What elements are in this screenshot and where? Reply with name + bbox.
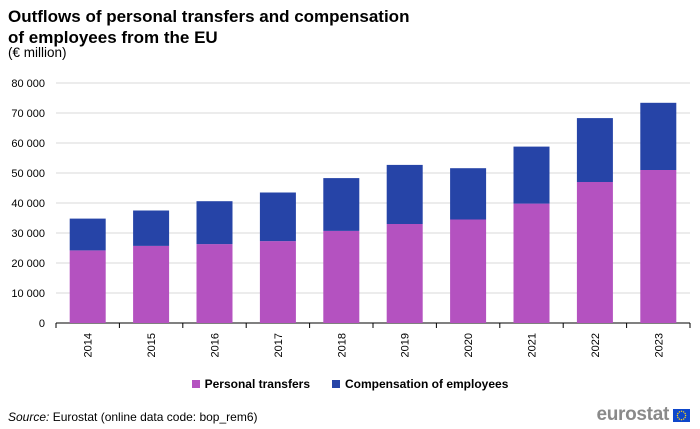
bar-personal-transfers bbox=[386, 224, 423, 323]
bar-compensation-of-employees bbox=[640, 102, 677, 170]
bar-compensation-of-employees bbox=[196, 201, 233, 245]
x-tick-label: 2016 bbox=[210, 333, 222, 357]
legend-item-compensation: Compensation of employees bbox=[332, 377, 508, 391]
y-tick-label: 0 bbox=[39, 318, 45, 330]
y-tick-label: 30 000 bbox=[11, 228, 45, 240]
legend-label-compensation: Compensation of employees bbox=[345, 377, 509, 391]
x-tick-label: 2018 bbox=[336, 333, 348, 357]
bar-compensation-of-employees bbox=[133, 210, 170, 246]
y-tick-label: 70 000 bbox=[11, 108, 45, 120]
y-tick-label: 20 000 bbox=[11, 258, 45, 270]
source-note: Source: Eurostat (online data code: bop_… bbox=[8, 410, 257, 424]
bar-compensation-of-employees bbox=[576, 118, 613, 182]
logo-text: eurostat bbox=[596, 404, 669, 425]
eu-flag-icon bbox=[673, 408, 690, 422]
x-tick-label: 2022 bbox=[590, 333, 602, 357]
bar-compensation-of-employees bbox=[323, 178, 360, 231]
bar-personal-transfers bbox=[513, 203, 550, 323]
bar-compensation-of-employees bbox=[450, 168, 487, 220]
bar-personal-transfers bbox=[640, 170, 677, 323]
legend-swatch-compensation bbox=[332, 380, 340, 388]
bar-personal-transfers bbox=[576, 182, 613, 323]
x-tick-label: 2014 bbox=[83, 333, 95, 357]
x-tick-label: 2017 bbox=[273, 333, 285, 357]
bar-personal-transfers bbox=[133, 245, 170, 323]
source-text: Eurostat (online data code: bop_rem6) bbox=[49, 410, 258, 424]
chart-subtitle: (€ million) bbox=[8, 45, 67, 60]
y-tick-label: 80 000 bbox=[11, 78, 45, 90]
bar-compensation-of-employees bbox=[259, 192, 296, 242]
y-tick-label: 10 000 bbox=[11, 288, 45, 300]
bar-personal-transfers bbox=[450, 219, 487, 323]
y-tick-label: 40 000 bbox=[11, 198, 45, 210]
x-tick-label: 2015 bbox=[146, 333, 158, 357]
y-tick-label: 50 000 bbox=[11, 168, 45, 180]
bar-compensation-of-employees bbox=[513, 146, 550, 204]
legend-item-personal-transfers: Personal transfers bbox=[191, 377, 310, 391]
y-tick-label: 60 000 bbox=[11, 138, 45, 150]
x-tick-label: 2021 bbox=[527, 333, 539, 357]
bar-compensation-of-employees bbox=[69, 218, 106, 251]
chart-title: Outflows of personal transfers and compe… bbox=[8, 7, 410, 47]
bar-personal-transfers bbox=[196, 244, 233, 323]
legend: Personal transfers Compensation of emplo… bbox=[0, 377, 700, 391]
x-tick-label: 2019 bbox=[400, 333, 412, 357]
legend-swatch-personal-transfers bbox=[191, 380, 200, 388]
bar-compensation-of-employees bbox=[386, 164, 423, 224]
eurostat-logo: eurostat bbox=[596, 404, 690, 426]
bar-personal-transfers bbox=[323, 230, 360, 323]
bar-personal-transfers bbox=[259, 241, 296, 323]
source-label: Source: bbox=[8, 410, 50, 424]
bar-personal-transfers bbox=[69, 250, 106, 323]
x-tick-label: 2020 bbox=[463, 333, 475, 357]
x-tick-label: 2023 bbox=[653, 333, 665, 357]
legend-label-personal-transfers: Personal transfers bbox=[204, 377, 310, 391]
